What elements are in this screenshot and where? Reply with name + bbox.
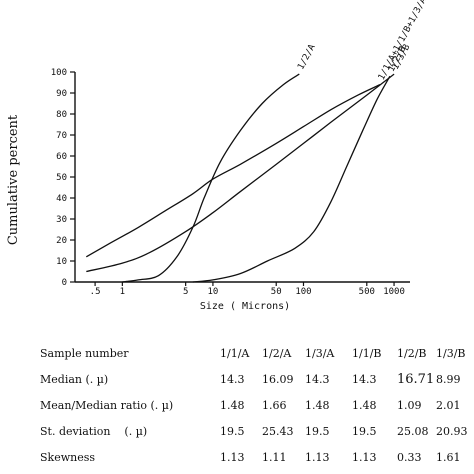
- table-row-mean-median-ratio: Mean/Median ratio (. µ) 1.48 1.66 1.48 1…: [40, 392, 468, 418]
- table-cell: 25.43: [262, 424, 294, 438]
- table-cell: 25.08: [397, 424, 429, 438]
- table-cell: 1.61: [436, 450, 461, 464]
- table-cell: 1.48: [305, 398, 330, 412]
- header-cell: 1/3/A: [305, 346, 335, 360]
- y-tick-label: 30: [56, 215, 67, 225]
- y-tick-label: 70: [56, 131, 67, 141]
- header-cell: 1/2/A: [262, 346, 292, 360]
- table-row-skewness: Skewness 1.13 1.11 1.13 1.13 0.33 1.61: [40, 444, 468, 470]
- table-cell: 1.09: [397, 398, 422, 412]
- x-axis-title: Size ( Microns): [200, 301, 290, 312]
- y-tick-label: 10: [56, 257, 67, 267]
- row-label: Skewness: [40, 450, 96, 464]
- table-cell: 1.13: [305, 450, 330, 464]
- table-cell: 1.66: [262, 398, 287, 412]
- table-cell: 2.01: [436, 398, 461, 412]
- table-cell: 14.3: [220, 372, 245, 386]
- x-tick-label: 1: [120, 287, 125, 297]
- table-cell: 19.5: [352, 424, 377, 438]
- x-tick-label: 5: [183, 287, 188, 297]
- row-label: St. deviation (. µ): [40, 424, 148, 438]
- table-cell: 1.48: [220, 398, 245, 412]
- table-cell: 19.5: [305, 424, 330, 438]
- y-tick-label: 60: [56, 152, 67, 162]
- curves: [85, 73, 395, 283]
- table-cell: 20.93: [436, 424, 468, 438]
- series-line-4: [192, 75, 391, 283]
- table-cell: 14.3: [305, 372, 330, 386]
- x-tick-label: 500: [359, 287, 375, 297]
- row-label: Mean/Median ratio (. µ): [40, 398, 174, 412]
- table-row-st-deviation: St. deviation (. µ) 19.5 25.43 19.5 19.5…: [40, 418, 468, 444]
- table-cell: 14.3: [352, 372, 377, 386]
- table-cell: 16.09: [262, 372, 294, 386]
- series-line-3: [86, 73, 395, 273]
- x-tick-label: 100: [295, 287, 311, 297]
- header-cell: 1/3/B: [436, 346, 466, 360]
- series-label-2: 1/1/A+1/1/B+1/3/A: [377, 0, 429, 82]
- table-header-row: Sample number 1/1/A 1/2/A 1/3/A 1/1/B 1/…: [40, 340, 468, 366]
- y-tick-label: 90: [56, 89, 67, 99]
- y-tick-label: 100: [51, 68, 67, 78]
- header-cell: 1/1/B: [352, 346, 382, 360]
- sample-statistics-table: Sample number 1/1/A 1/2/A 1/3/A 1/1/B 1/…: [40, 340, 468, 470]
- series-label-1: 1/2/A: [296, 42, 318, 71]
- header-cell: 1/2/B: [397, 346, 427, 360]
- x-tick-label: .5: [90, 287, 101, 297]
- cumulative-size-chart: Cumulative percent Size ( Microns) 0 10 20…: [6, 0, 429, 312]
- table-cell: 1.13: [220, 450, 245, 464]
- x-tick-label: 50: [271, 287, 282, 297]
- series-line-2: [85, 84, 381, 258]
- y-tick-label: 80: [56, 110, 67, 120]
- y-ticks: 0 10 20 30 40 50 60 70 80 90 100: [51, 68, 75, 288]
- row-label: Median (. µ): [40, 372, 109, 386]
- y-axis-title: Cumulative percent: [6, 114, 21, 245]
- curve-labels: 1/2/A 1/1/A+1/1/B+1/3/A1/3/B1/2/B: [296, 0, 429, 82]
- table-cell: 0.33: [397, 450, 422, 464]
- x-tick-label: 1000: [383, 287, 405, 297]
- table-cell: 19.5: [220, 424, 245, 438]
- table-cell: 1.13: [352, 450, 377, 464]
- y-tick-label: 20: [56, 236, 67, 246]
- y-tick-label: 0: [62, 278, 67, 288]
- header-sample-number: Sample number: [40, 346, 129, 360]
- table-cell: 1.11: [262, 450, 287, 464]
- x-ticks: .5 1 5 10 50 100 500 1000: [90, 282, 405, 297]
- table-row-median: Median (. µ) 14.3 16.09 14.3 14.3 16.71 …: [40, 366, 468, 392]
- table-cell: 16.71: [397, 371, 435, 387]
- x-tick-label: 10: [207, 287, 218, 297]
- y-tick-label: 50: [56, 173, 67, 183]
- series-line-1: [122, 73, 300, 283]
- table-cell: 8.99: [436, 372, 461, 386]
- y-tick-label: 40: [56, 194, 67, 204]
- header-cell: 1/1/A: [220, 346, 250, 360]
- table-cell: 1.48: [352, 398, 377, 412]
